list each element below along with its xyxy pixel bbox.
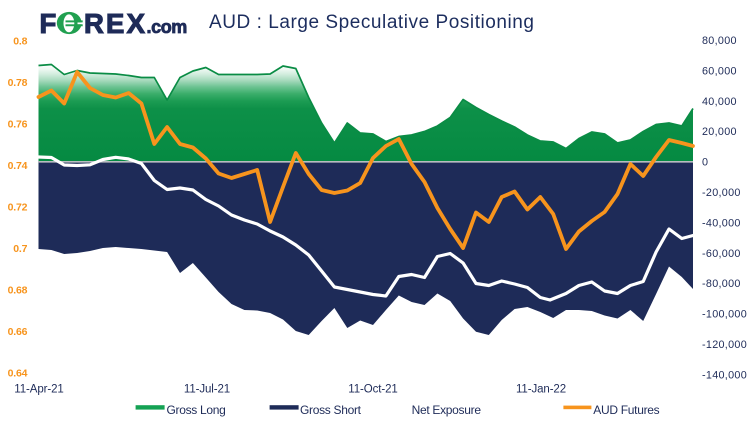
- svg-text:-40,000: -40,000: [702, 217, 741, 229]
- svg-text:0.7: 0.7: [13, 243, 27, 255]
- svg-text:40,000: 40,000: [702, 96, 737, 108]
- svg-text:-20,000: -20,000: [702, 187, 741, 199]
- svg-text:-100,000: -100,000: [702, 309, 747, 321]
- svg-text:0: 0: [702, 157, 708, 169]
- svg-text:0.72: 0.72: [8, 202, 28, 214]
- svg-text:-60,000: -60,000: [702, 248, 741, 260]
- svg-text:0.76: 0.76: [8, 119, 28, 131]
- svg-text:0.68: 0.68: [8, 285, 28, 297]
- svg-text:60,000: 60,000: [702, 65, 737, 77]
- svg-text:-140,000: -140,000: [702, 369, 747, 381]
- svg-text:Net Exposure: Net Exposure: [412, 403, 482, 417]
- svg-text:Gross Short: Gross Short: [300, 403, 362, 417]
- svg-text:.com: .com: [147, 17, 187, 37]
- svg-text:20,000: 20,000: [702, 126, 737, 138]
- svg-text:80,000: 80,000: [702, 35, 737, 47]
- svg-text:11-Oct-21: 11-Oct-21: [348, 384, 397, 396]
- svg-text:11-Apr-21: 11-Apr-21: [14, 384, 63, 396]
- svg-text:11-Jan-22: 11-Jan-22: [516, 384, 566, 396]
- svg-text:11-Jul-21: 11-Jul-21: [184, 384, 230, 396]
- svg-text:REX: REX: [84, 8, 147, 39]
- svg-text:AUD Futures: AUD Futures: [593, 403, 659, 417]
- svg-text:-80,000: -80,000: [702, 278, 741, 290]
- svg-text:AUD : Large Speculative Positi: AUD : Large Speculative Positioning: [209, 12, 535, 33]
- svg-text:Gross Long: Gross Long: [167, 403, 226, 417]
- svg-text:0.74: 0.74: [8, 160, 28, 172]
- svg-text:0.66: 0.66: [8, 326, 28, 338]
- svg-text:0.8: 0.8: [13, 36, 27, 48]
- svg-text:0.64: 0.64: [8, 368, 28, 380]
- svg-text:-120,000: -120,000: [702, 339, 747, 351]
- svg-text:F: F: [40, 8, 57, 39]
- svg-text:0.78: 0.78: [8, 77, 28, 89]
